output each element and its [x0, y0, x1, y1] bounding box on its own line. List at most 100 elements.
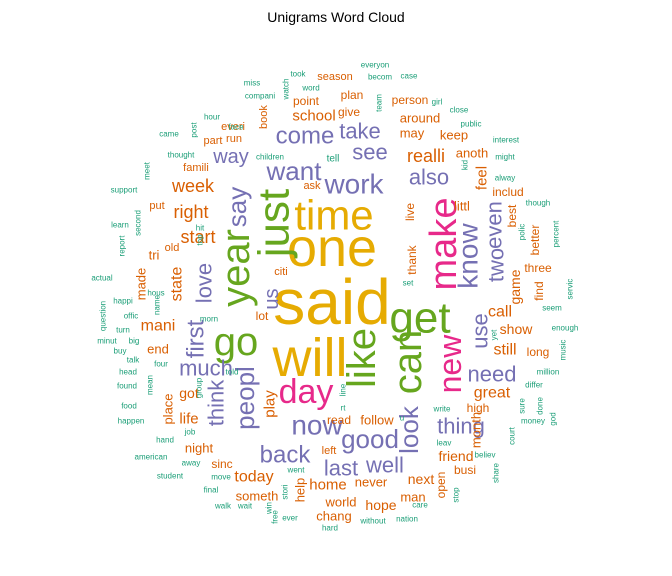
word-final: final [204, 486, 219, 495]
word-two: two [484, 248, 509, 282]
word-sinc: sinc [211, 457, 232, 471]
word-servic: servic [566, 279, 575, 300]
word-post: post [190, 122, 199, 138]
word-said: said [273, 266, 390, 338]
word-citi: citi [274, 266, 287, 278]
word-get: get [389, 294, 450, 343]
word-u: u [400, 414, 404, 423]
word-question: question [99, 301, 108, 331]
word-right: right [173, 202, 208, 222]
word-told: told [226, 368, 239, 377]
word-got: got [179, 385, 199, 401]
word-chang: chang [316, 509, 351, 524]
word-littl: littl [454, 199, 470, 214]
word-rt: rt [341, 404, 347, 413]
word-interest: interest [493, 136, 520, 145]
word-school: school [292, 108, 335, 125]
word-win: win [265, 502, 274, 515]
word-move: move [211, 473, 231, 482]
word-close: close [450, 106, 469, 115]
word-seem: seem [542, 304, 562, 313]
word-stop: stop [452, 487, 461, 503]
word-talk: talk [127, 356, 140, 365]
word-much: much [179, 356, 233, 381]
word-hard: hard [322, 524, 338, 533]
word-may: may [400, 126, 425, 141]
word-feel: feel [474, 166, 491, 190]
word-show: show [500, 321, 534, 337]
word-differ: differ [525, 381, 543, 390]
word-night: night [185, 441, 214, 456]
word-left: left [322, 445, 337, 457]
word-offic: offic [124, 312, 139, 321]
word-morn: morn [200, 315, 218, 324]
word-put: put [149, 200, 164, 212]
word-percent: percent [552, 220, 561, 247]
word-set: set [403, 279, 414, 288]
word-four: four [154, 360, 168, 369]
word-second: second [134, 210, 143, 236]
word-look: look [394, 405, 424, 454]
word-like: like [340, 328, 384, 388]
word-good: good [341, 424, 399, 454]
word-back: back [260, 442, 312, 469]
word-went: went [287, 466, 306, 475]
word-thought: thought [168, 151, 195, 160]
word-man: man [400, 490, 425, 505]
word-peopl: peopl [230, 366, 260, 430]
word-music: music [559, 340, 568, 361]
word-god: god [549, 412, 558, 425]
word-find: find [532, 281, 546, 300]
word-meet: meet [143, 161, 152, 180]
word-name: name [153, 294, 162, 315]
word-person: person [392, 93, 429, 107]
word-away: away [182, 459, 201, 468]
word-will: will [272, 328, 348, 388]
word-want: want [266, 156, 323, 186]
word-turn: turn [116, 326, 130, 335]
word-word: word [301, 84, 319, 93]
word-took: took [290, 70, 306, 79]
word-realli: realli [407, 146, 445, 166]
word-includ: includ [492, 185, 523, 199]
word-week: week [171, 176, 215, 196]
word-know: know [453, 223, 484, 289]
word-around: around [400, 111, 440, 126]
word-care: care [412, 501, 428, 510]
word-made: made [134, 268, 149, 301]
word-face: face [228, 123, 244, 132]
word-part: part [204, 135, 223, 147]
word-though: though [526, 199, 550, 208]
word-first: first [183, 319, 210, 358]
word-take: take [339, 119, 381, 144]
word-home: home [309, 477, 347, 494]
word-everi: everi [221, 121, 245, 133]
word-happi: happi [113, 297, 133, 306]
word-everyon: everyon [361, 61, 389, 70]
word-stori: stori [281, 484, 290, 499]
word-also: also [409, 165, 449, 190]
word-girl: girl [432, 98, 443, 107]
word-write: write [433, 405, 451, 414]
word-becom: becom [368, 73, 392, 82]
word-lot: lot [256, 309, 269, 323]
word-long: long [527, 345, 550, 359]
word-share: share [492, 462, 501, 483]
word-use: use [468, 313, 493, 348]
word-game: game [507, 269, 523, 304]
word-great: great [474, 385, 511, 402]
word-still: still [493, 342, 516, 359]
word-now: now [291, 410, 343, 441]
word-state: state [169, 267, 186, 302]
word-food: food [121, 402, 137, 411]
word-happen: happen [118, 417, 145, 426]
word-court: court [508, 426, 517, 445]
word-hit: hit [196, 224, 205, 233]
word-one: one [287, 218, 377, 278]
word-well: well [365, 453, 404, 478]
word-call: call [488, 304, 512, 321]
word-thank: thank [405, 244, 419, 274]
word-student: student [157, 472, 184, 481]
word-hous: hous [147, 289, 164, 298]
word-never: never [355, 475, 388, 490]
